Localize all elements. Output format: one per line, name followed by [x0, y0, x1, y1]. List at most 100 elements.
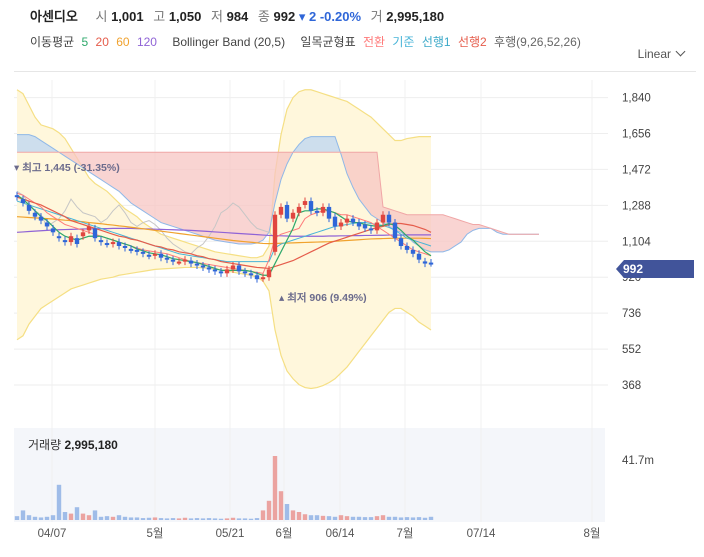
- candle-body: [32, 212, 38, 217]
- cloud-segment: [221, 152, 227, 243]
- candle-body: [344, 218, 350, 223]
- header-divider: [14, 71, 696, 72]
- x-tick-label: 04/07: [38, 528, 67, 540]
- cloud-segment: [95, 152, 101, 180]
- high-label: 고: [153, 9, 166, 24]
- volume-bar: [296, 512, 302, 520]
- candle-body: [260, 277, 266, 280]
- candle-body: [404, 245, 410, 250]
- x-tick-label: 05/21: [216, 528, 245, 540]
- base-line: [16, 200, 432, 263]
- candle-body: [224, 269, 230, 274]
- candle-body: [254, 275, 260, 280]
- volume-bar: [290, 510, 296, 520]
- candle-body: [362, 224, 368, 229]
- cloud-segment: [251, 152, 257, 245]
- candle-body: [56, 236, 62, 239]
- volume-title-value: 2,995,180: [64, 438, 118, 452]
- ma60-legend[interactable]: 60: [116, 35, 130, 49]
- ma5-legend[interactable]: 5: [81, 35, 89, 49]
- cloud-segment: [245, 152, 251, 245]
- close-label: 종: [257, 9, 270, 24]
- ma20-legend[interactable]: 20: [95, 35, 109, 49]
- candle-body: [134, 249, 140, 252]
- cloud-segment: [269, 152, 275, 233]
- volume-bar: [182, 517, 188, 520]
- volume-bar: [86, 515, 92, 520]
- candle-body: [206, 267, 212, 270]
- volume-axis-tick: 41.7m: [622, 455, 654, 467]
- cloud-segment: [329, 136, 335, 153]
- volume-bar: [356, 516, 362, 520]
- volume-bar: [326, 516, 332, 520]
- candle-body: [188, 260, 194, 264]
- volume-bar: [386, 516, 392, 520]
- candle-body: [236, 265, 242, 272]
- cloud-segment: [113, 152, 119, 192]
- candle-body: [14, 195, 20, 198]
- volume-bar: [362, 517, 368, 520]
- span1-legend[interactable]: 선행1: [421, 35, 451, 49]
- conversion-legend[interactable]: 전환: [362, 35, 386, 49]
- time-axis: 04/07 5월 05/21 6월 06/14 7월 07/14 8월: [38, 527, 601, 540]
- low-value: 984: [226, 9, 249, 24]
- cloud-segment: [203, 152, 209, 239]
- candles: [14, 191, 434, 283]
- cloud-segment: [137, 152, 143, 211]
- cloud-segment: [101, 152, 107, 184]
- candle-body: [380, 214, 386, 223]
- scale-dropdown[interactable]: Linear: [638, 46, 686, 61]
- y-tick-label: 1,472: [622, 164, 651, 176]
- candle-body: [116, 242, 122, 246]
- cloud-segment: [143, 152, 149, 215]
- cloud-segment: [311, 136, 317, 153]
- volume-bar: [278, 491, 284, 520]
- ma20-line: [16, 196, 432, 270]
- open-value: 1,001: [111, 9, 144, 24]
- cloud-segment: [215, 152, 221, 242]
- volume-bar: [374, 516, 380, 520]
- candle-body: [332, 216, 338, 227]
- lagging-line: [16, 190, 276, 255]
- ma120-legend[interactable]: 120: [136, 35, 157, 49]
- candle-body: [98, 240, 104, 243]
- cloud-segment: [83, 152, 89, 172]
- ichimoku-legend-label[interactable]: 일목균형표: [300, 35, 356, 49]
- lagging-legend[interactable]: 후행(9,26,52,26): [494, 35, 581, 49]
- volume-bar: [122, 516, 128, 520]
- volume-bar: [302, 514, 308, 520]
- y-tick-label: 1,288: [622, 200, 651, 212]
- volume-bar: [140, 518, 146, 520]
- volume-bar: [398, 517, 404, 520]
- cloud-segment: [425, 214, 431, 252]
- volume-bar: [368, 517, 374, 520]
- volume-bar: [380, 515, 386, 520]
- volume-bar: [332, 516, 338, 520]
- ma60-line: [16, 216, 432, 245]
- ma-legend-label[interactable]: 이동평균: [30, 35, 75, 49]
- volume-bar: [188, 518, 194, 520]
- x-tick-label: 06/14: [326, 528, 355, 540]
- low-annotation: ▴ 최저 906 (9.49%): [279, 291, 367, 304]
- candle-body: [290, 212, 296, 219]
- span2-legend[interactable]: 선행2: [457, 35, 487, 49]
- candle-body: [266, 269, 272, 278]
- volume-bar: [410, 517, 416, 520]
- volume-bar: [62, 512, 68, 520]
- volume-bar: [44, 516, 50, 520]
- candle-body: [356, 222, 362, 227]
- volume-bar: [152, 517, 158, 520]
- candle-body: [50, 228, 56, 233]
- volume-bar: [146, 517, 152, 520]
- candle-body: [110, 242, 116, 245]
- cloud-segment: [65, 152, 71, 161]
- bb-legend[interactable]: Bollinger Band (20,5): [172, 35, 286, 49]
- cloud-segment: [47, 144, 53, 153]
- volume-bar: [50, 515, 56, 520]
- volume-bar: [224, 518, 230, 520]
- candle-body: [212, 269, 218, 272]
- base-legend[interactable]: 기준: [392, 35, 415, 49]
- candle-body: [308, 201, 314, 211]
- candle-body: [68, 236, 74, 243]
